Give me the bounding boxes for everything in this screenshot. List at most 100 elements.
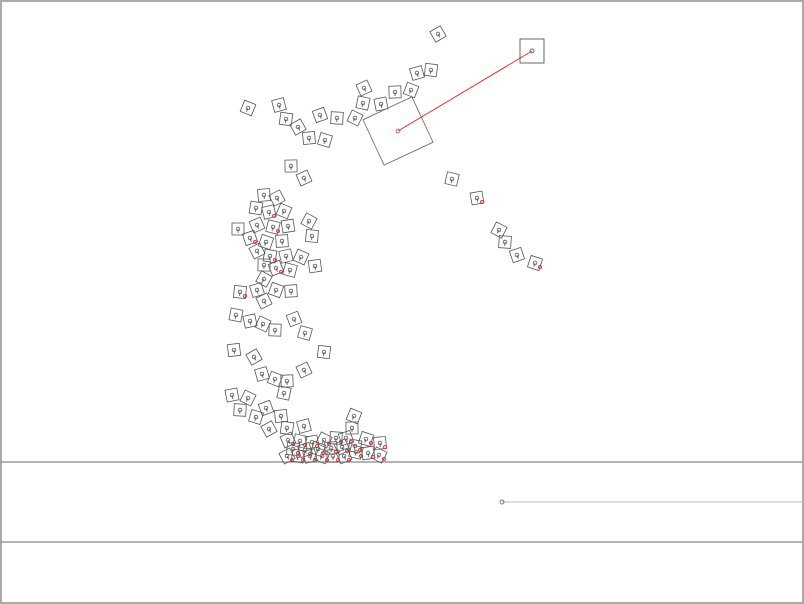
body — [302, 448, 318, 464]
body — [249, 282, 265, 298]
body — [285, 310, 303, 328]
body — [296, 418, 312, 434]
body — [469, 190, 485, 206]
contact-point — [279, 270, 283, 274]
body — [292, 248, 310, 266]
body — [429, 25, 447, 43]
body — [324, 441, 338, 455]
body — [286, 442, 300, 456]
body — [228, 307, 244, 323]
body — [265, 219, 281, 235]
target-point — [529, 48, 535, 54]
contact-point — [383, 445, 387, 449]
body — [357, 430, 375, 448]
body — [347, 438, 363, 454]
body — [330, 111, 344, 125]
body — [317, 132, 333, 148]
body — [268, 189, 286, 207]
body — [257, 399, 275, 417]
body — [301, 130, 317, 146]
body — [309, 440, 327, 458]
body — [241, 229, 259, 247]
body — [268, 323, 282, 337]
contact-point — [321, 451, 325, 455]
body — [282, 262, 298, 278]
contact-point — [480, 200, 484, 204]
contact-point — [276, 229, 280, 233]
body — [262, 248, 278, 264]
contact-point — [382, 457, 386, 461]
body — [284, 284, 298, 298]
body — [345, 421, 359, 435]
body — [267, 259, 285, 277]
contact-point — [273, 258, 277, 262]
body — [245, 348, 263, 366]
body — [355, 79, 373, 97]
body — [345, 407, 363, 425]
body — [423, 62, 439, 78]
body — [239, 389, 257, 407]
body — [300, 212, 318, 230]
contact-point — [253, 240, 257, 244]
contact-point — [347, 458, 351, 462]
body — [257, 258, 271, 272]
body — [498, 235, 512, 249]
body — [233, 403, 247, 417]
body — [231, 222, 245, 236]
contact-point — [272, 214, 276, 218]
body — [316, 344, 332, 360]
body — [255, 270, 273, 288]
body — [260, 420, 278, 438]
body — [333, 438, 351, 456]
body — [248, 216, 266, 234]
body — [280, 374, 294, 388]
body — [295, 169, 313, 187]
body — [355, 95, 371, 111]
body — [295, 361, 313, 379]
body — [257, 233, 275, 251]
body — [280, 218, 296, 234]
body — [388, 85, 402, 99]
body — [248, 409, 264, 425]
mouse-joint — [397, 50, 533, 132]
body — [242, 313, 258, 329]
body — [444, 171, 460, 187]
body — [239, 99, 257, 117]
contact-point — [538, 265, 542, 269]
body — [289, 118, 307, 136]
body — [275, 202, 293, 220]
contact-point — [358, 448, 362, 452]
body — [508, 246, 526, 264]
body — [373, 96, 389, 112]
body — [267, 281, 285, 299]
body — [311, 106, 329, 124]
target-box — [519, 38, 545, 64]
body — [248, 242, 266, 260]
body — [337, 429, 355, 447]
body — [297, 325, 313, 341]
body — [307, 258, 323, 274]
body — [255, 292, 273, 310]
body — [275, 234, 289, 248]
body — [254, 366, 270, 382]
body — [402, 81, 420, 99]
contact-point — [308, 452, 312, 456]
body — [257, 188, 271, 202]
bodies — [224, 25, 544, 465]
contact-point — [369, 441, 373, 445]
body — [305, 229, 319, 243]
body — [409, 65, 425, 81]
body — [284, 159, 298, 173]
body — [278, 111, 294, 127]
contact-point — [243, 294, 247, 298]
rail-anchor — [499, 499, 505, 505]
body — [296, 441, 314, 459]
body — [224, 387, 240, 403]
body — [278, 248, 294, 264]
body — [261, 204, 277, 220]
body — [226, 342, 242, 358]
body — [346, 109, 364, 127]
body — [276, 385, 292, 401]
